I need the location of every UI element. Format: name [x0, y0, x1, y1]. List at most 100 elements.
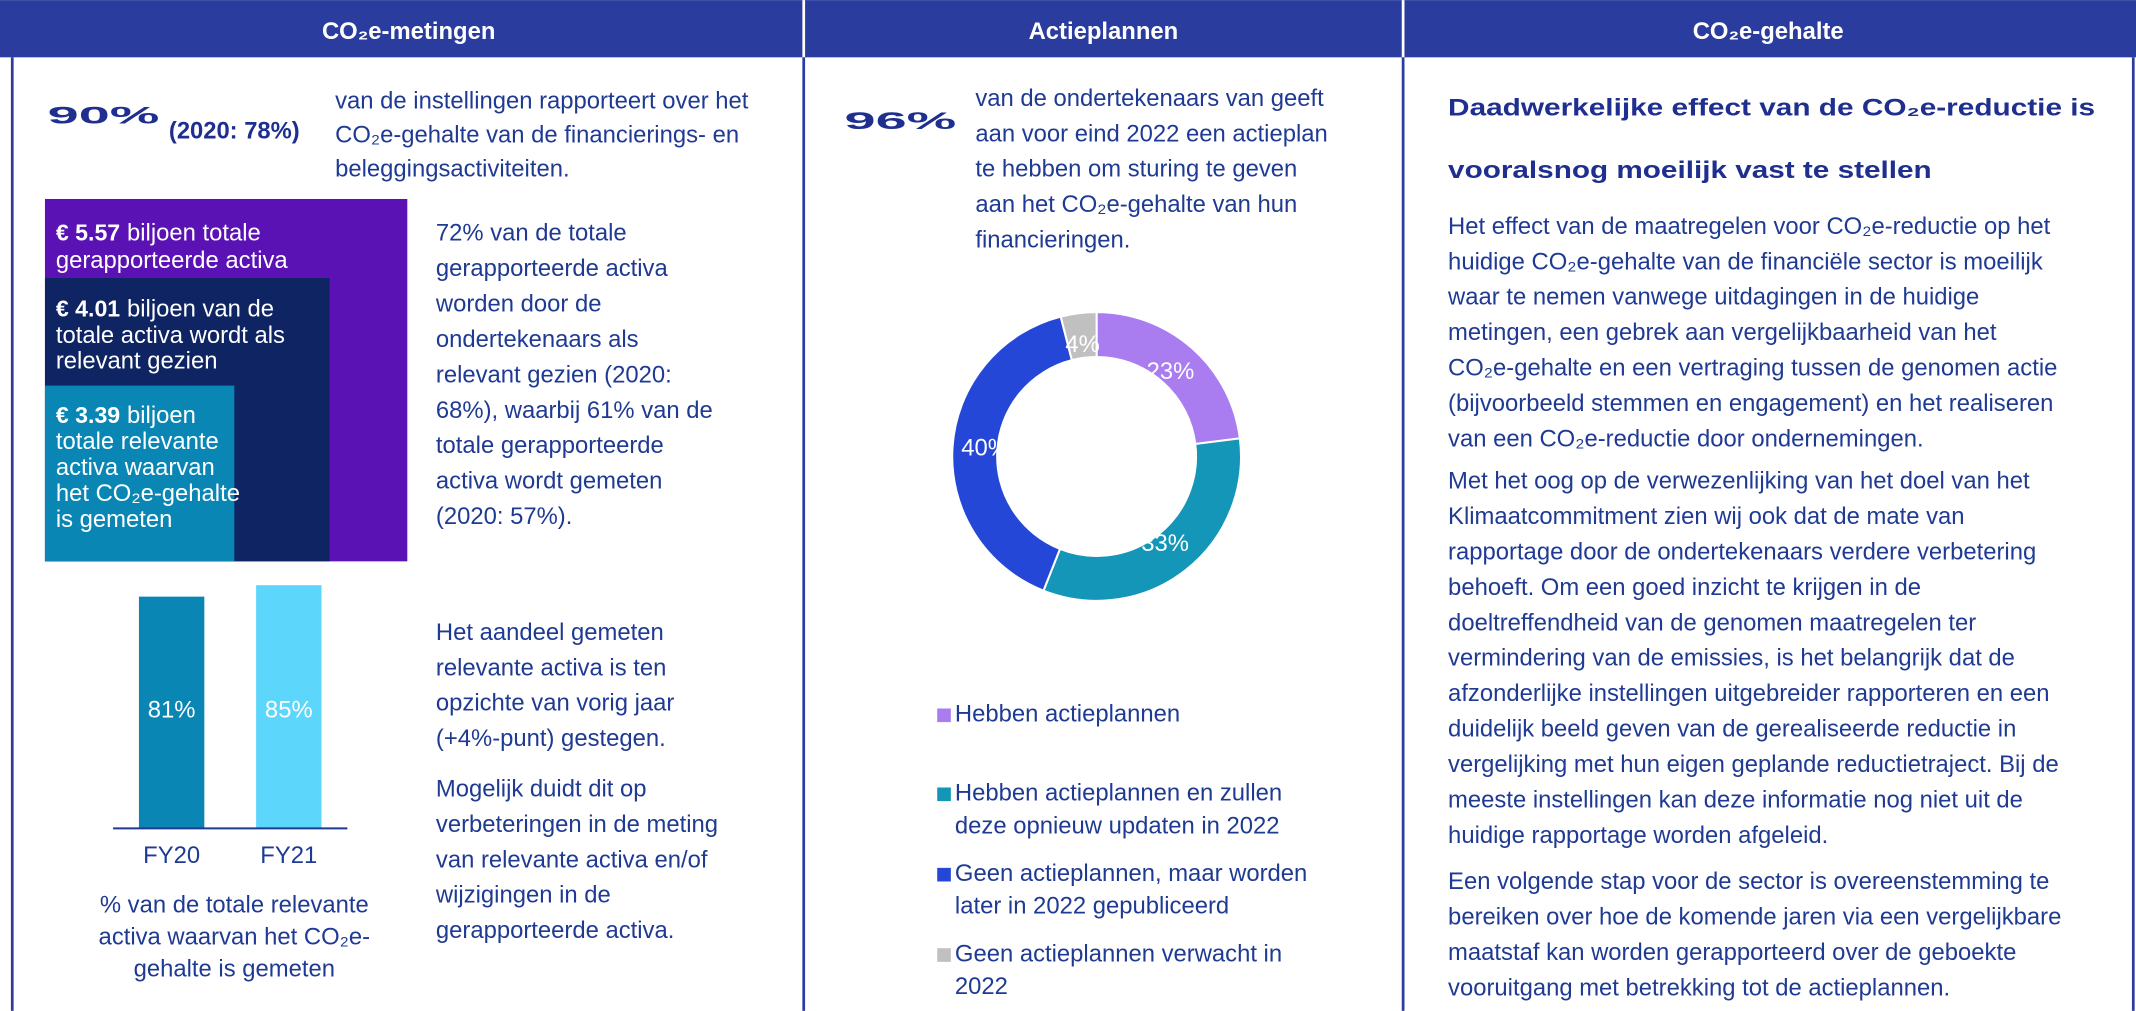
amount: € 3.39	[56, 402, 120, 428]
text-line: gerapporteerde activa	[436, 255, 669, 282]
caption-line: % van de totale relevante	[100, 891, 369, 918]
column-borders	[10, 57, 2135, 1011]
text-line: wijzigingen in de	[435, 882, 611, 909]
text-line: 72% van de totale	[436, 220, 627, 247]
paragraph-line: afzonderlijke instellingen uitgebreider …	[1448, 680, 2049, 707]
text-line: Het aandeel gemeten	[436, 619, 664, 646]
text-line: ondertekenaars als	[436, 326, 639, 353]
paragraph-line: huidige rapportage worden afgeleid.	[1448, 822, 1828, 849]
donut-slice	[951, 315, 1074, 593]
headline: 96%	[845, 108, 957, 135]
paragraph-line: waar te nemen vanwege uitdagingen in de …	[1447, 284, 1979, 311]
paragraph-line: huidige CO₂e-gehalte van de financiële s…	[1448, 248, 2043, 275]
paragraph-line: Met het oog op de verwezenlijking van he…	[1448, 468, 2030, 495]
paragraph-line: maatstaf kan worden gerapporteerd over d…	[1448, 939, 2016, 966]
amount: € 5.57	[56, 220, 120, 246]
paragraph-line: vooruitgang met betrekking tot de actiep…	[1448, 974, 1950, 1001]
bar	[256, 585, 322, 829]
square-label: gerapporteerde activa	[56, 247, 289, 274]
paragraph-line: bereiken over hoe de komende jaren via e…	[1448, 904, 2061, 931]
caption-line: activa waarvan het CO₂e-	[99, 923, 370, 950]
paragraph-line: van een CO₂e-reductie door ondernemingen…	[1448, 425, 1924, 452]
paragraph-line: rapportage door de ondertekenaars verder…	[1448, 538, 2036, 565]
heading: Daadwerkelijke effect van de CO₂e-reduct…	[1448, 94, 2095, 121]
intro-line: aan het CO₂e-gehalte van hun	[975, 191, 1297, 218]
square-text: biljoen totale	[127, 220, 261, 247]
text-line: worden door de	[435, 291, 602, 318]
slice-label: 33%	[1141, 530, 1189, 557]
square-measured	[44, 385, 235, 562]
column-title: CO₂e-gehalte	[1693, 18, 1844, 45]
square-label: totale relevante	[56, 428, 219, 455]
text-line: van relevante activa en/of	[436, 846, 708, 873]
square-label: het CO₂e-gehalte	[56, 480, 240, 507]
caption-line: gehalte is gemeten	[134, 955, 335, 982]
square-text: biljoen	[127, 402, 196, 429]
intro-line: CO₂e-gehalte van de financierings- en	[335, 122, 739, 149]
square-label: € 3.39 biljoen	[56, 402, 196, 429]
square-label: € 4.01 biljoen van de	[56, 296, 274, 323]
header-bar	[0, 0, 2136, 58]
slice-label: 23%	[1147, 358, 1195, 385]
paragraph-line: meeste instellingen kan deze informatie …	[1448, 786, 2023, 813]
x-tick-label: FY20	[143, 842, 200, 869]
text-line: (+4%-punt) gestegen.	[436, 725, 666, 752]
paragraph-line: Een volgende stap voor de sector is over…	[1448, 868, 2049, 895]
square-label: totale activa wordt als	[56, 322, 285, 349]
legend-label: later in 2022 gepubliceerd	[955, 893, 1229, 920]
legend-swatch	[937, 867, 951, 882]
paragraph-line: vermindering van de emissies, is het bel…	[1448, 645, 2015, 672]
column-title: Actieplannen	[1029, 18, 1179, 45]
donut-slice	[1042, 437, 1243, 602]
paragraph-line: duidelijk beeld geven van de gerealiseer…	[1448, 716, 2016, 743]
donut-slice	[1059, 311, 1098, 362]
legend-label: Geen actieplannen verwacht in	[955, 940, 1282, 967]
text-line: Mogelijk duidt dit op	[436, 776, 647, 803]
slice-label: 40%	[961, 435, 1009, 462]
paragraph-line: behoeft. Om een goed inzicht te krijgen …	[1448, 574, 1921, 601]
legend-swatch	[937, 708, 951, 723]
legend-label: deze opnieuw updaten in 2022	[955, 812, 1280, 839]
text-line: relevante activa is ten	[436, 654, 666, 681]
text-line: 68%), waarbij 61% van de	[436, 397, 713, 424]
square-label: € 5.57 biljoen totale	[56, 220, 261, 247]
paragraph-line: metingen, een gebrek aan vergelijkbaarhe…	[1448, 319, 1997, 346]
text-line: (2020: 57%).	[436, 503, 572, 530]
intro-line: aan voor eind 2022 een actieplan	[975, 120, 1327, 147]
legend-label: Geen actieplannen, maar worden	[955, 860, 1307, 887]
legend-label: Hebben actieplannen	[955, 701, 1180, 728]
intro-line: van de ondertekenaars van geeft	[975, 85, 1324, 112]
legend-swatch	[937, 787, 951, 802]
bar	[138, 596, 205, 829]
intro-line: financieringen.	[975, 227, 1130, 254]
amount: € 4.01	[56, 296, 120, 322]
legend-label: 2022	[955, 973, 1008, 1000]
slice-label: 4%	[1065, 331, 1099, 358]
bar-value-label: 81%	[148, 696, 196, 723]
x-tick-label: FY21	[260, 842, 317, 869]
square-label: activa waarvan	[56, 454, 215, 481]
text-line: relevant gezien (2020:	[436, 361, 672, 388]
text-line: gerapporteerde activa.	[436, 917, 674, 944]
text-line: activa wordt gemeten	[436, 468, 662, 495]
heading: vooralsnog moeilijk vast te stellen	[1448, 157, 1932, 184]
headline: 90%	[48, 103, 160, 130]
paragraph-line: (bijvoorbeeld stemmen en engagement) en …	[1448, 390, 2053, 417]
headline-note: (2020: 78%)	[169, 118, 300, 145]
legend-label: Hebben actieplannen en zullen	[955, 780, 1282, 807]
text-line: verbeteringen in de meting	[436, 811, 718, 838]
paragraph-line: vergelijking met hun eigen geplande redu…	[1448, 751, 2059, 778]
legend-swatch	[937, 948, 951, 962]
text-line: totale gerapporteerde	[436, 432, 664, 459]
intro-line: van de instellingen rapporteert over het	[335, 88, 749, 115]
paragraph-line: Klimaatcommitment zien wij ook dat de ma…	[1448, 503, 1965, 530]
square-label: relevant gezien	[56, 348, 218, 375]
intro-line: beleggingsactiviteiten.	[335, 156, 569, 183]
paragraph-line: doeltreffendheid van de genomen maatrege…	[1448, 609, 1976, 636]
intro-line: te hebben om sturing te geven	[975, 156, 1297, 183]
bar-value-label: 85%	[265, 696, 313, 723]
column-title: CO₂e-metingen	[322, 18, 495, 45]
text-line: opzichte van vorig jaar	[436, 690, 674, 717]
square-label: is gemeten	[56, 506, 173, 533]
